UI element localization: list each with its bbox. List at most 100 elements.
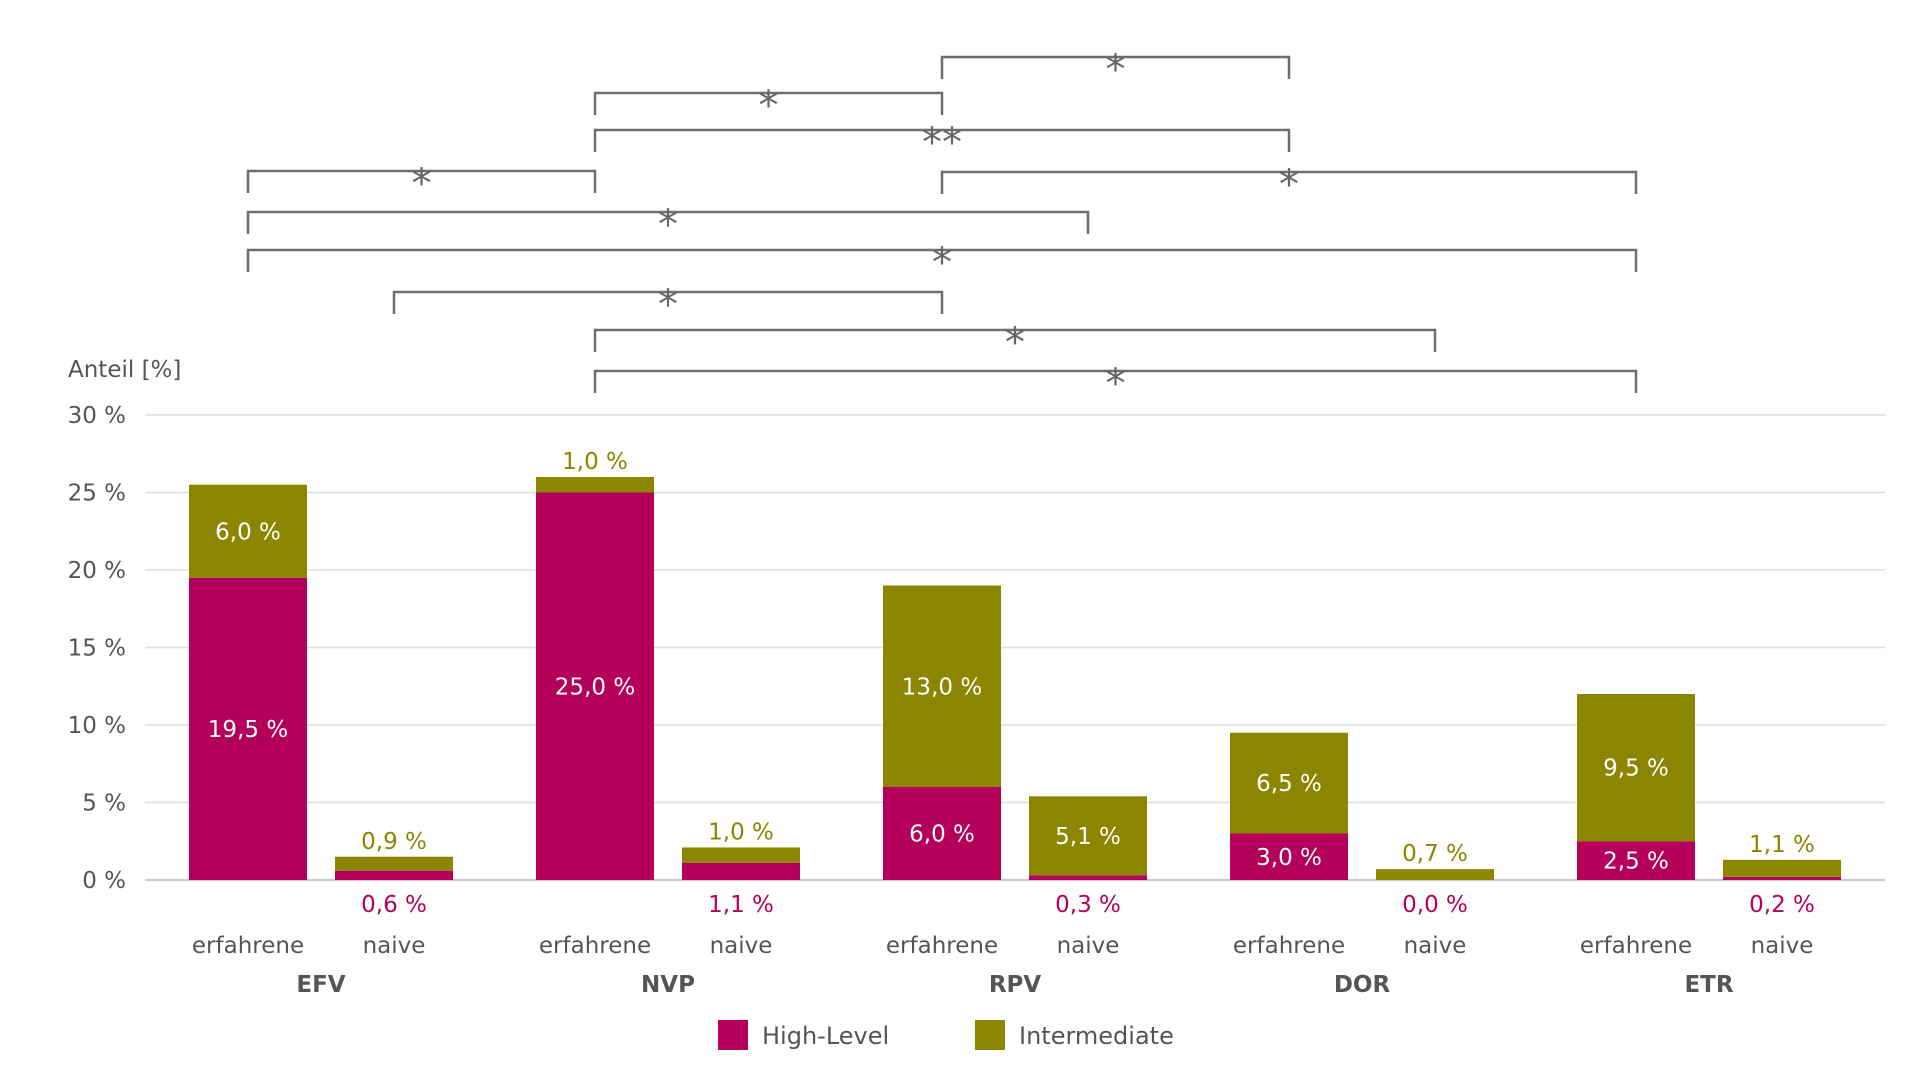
x-tick-label: naive — [1404, 933, 1467, 959]
bar-intermediate — [1029, 796, 1147, 876]
data-label-intermediate: 13,0 % — [902, 674, 982, 700]
y-tick-label: 15 % — [68, 636, 126, 662]
bracket-line — [593, 128, 1291, 152]
bar-stack: 3,0 % 6,5 % — [1230, 732, 1348, 880]
significance-label: * — [1005, 320, 1025, 366]
bar-stack: 0,0 % 0,7 % — [1376, 841, 1494, 918]
significance-bracket: * — [246, 161, 597, 207]
bars: 19,5 % 6,0 % 0,6 % 0,9 % 25,0 % 1,0 % 1,1 % 1,0… — [189, 449, 1841, 918]
bar-high-level — [1230, 833, 1348, 880]
significance-bracket: ** — [593, 120, 1291, 166]
significance-brackets: ***** ****** — [246, 47, 1638, 407]
x-tick-label: erfahrene — [886, 933, 998, 959]
group-label: ETR — [1684, 972, 1733, 998]
y-tick-label: 20 % — [68, 558, 126, 584]
bar-intermediate — [335, 856, 453, 871]
significance-bracket: * — [392, 282, 944, 328]
significance-bracket: * — [940, 162, 1638, 208]
x-axis-labels: erfahrene naive erfahrene naive erfahrene nai… — [192, 933, 1814, 998]
y-axis-label: Anteil [%] — [68, 357, 181, 383]
x-tick-label: naive — [710, 933, 773, 959]
significance-bracket: * — [593, 361, 1638, 407]
bar-high-level — [536, 492, 654, 880]
significance-label: * — [658, 202, 678, 248]
data-label-high-level: 0,6 % — [361, 892, 427, 918]
bracket-line — [246, 169, 597, 193]
bar-stack: 2,5 % 9,5 % — [1577, 694, 1695, 880]
significance-label: * — [1279, 162, 1299, 208]
data-label-intermediate: 6,0 % — [215, 519, 281, 545]
bar-intermediate — [536, 477, 654, 493]
legend-label: High-Level — [762, 1022, 889, 1050]
group-label: DOR — [1334, 972, 1391, 998]
x-tick-label: naive — [363, 933, 426, 959]
y-tick-label: 25 % — [68, 481, 126, 507]
data-label-high-level: 1,1 % — [708, 892, 774, 918]
bar-intermediate — [883, 585, 1001, 787]
significance-bracket: * — [593, 83, 944, 129]
bar-high-level — [883, 787, 1001, 880]
bar-stack: 6,0 % 13,0 % — [883, 585, 1001, 880]
bracket-line — [392, 290, 944, 314]
bar-high-level — [1577, 841, 1695, 880]
bar-high-level — [682, 862, 800, 880]
data-label-high-level: 2,5 % — [1603, 849, 1669, 875]
data-label-intermediate: 1,0 % — [562, 449, 628, 475]
y-tick-label: 30 % — [68, 403, 126, 429]
significance-label: * — [1106, 361, 1126, 407]
bar-intermediate — [189, 484, 307, 578]
bar-intermediate — [682, 847, 800, 863]
bar-high-level — [335, 870, 453, 880]
data-label-intermediate: 1,0 % — [708, 819, 774, 845]
x-tick-label: erfahrene — [539, 933, 651, 959]
significance-bracket: * — [246, 240, 1638, 286]
y-tick-label: 10 % — [68, 713, 126, 739]
significance-bracket: * — [593, 320, 1437, 366]
significance-label: ** — [922, 120, 962, 166]
data-label-high-level: 0,2 % — [1749, 892, 1815, 918]
bar-intermediate — [1230, 732, 1348, 834]
legend-swatch — [718, 1020, 748, 1050]
legend-label: Intermediate — [1019, 1022, 1174, 1050]
legend: High-Level Intermediate — [718, 1020, 1174, 1050]
data-label-high-level: 0,3 % — [1055, 892, 1121, 918]
bar-high-level — [1029, 875, 1147, 880]
bracket-line — [593, 369, 1638, 393]
bracket-line — [246, 210, 1090, 234]
group-label: EFV — [296, 972, 345, 998]
bar-stack: 25,0 % 1,0 % — [536, 449, 654, 880]
data-label-high-level: 6,0 % — [909, 822, 975, 848]
data-label-intermediate: 5,1 % — [1055, 824, 1121, 850]
significance-label: * — [658, 282, 678, 328]
significance-label: * — [412, 161, 432, 207]
bar-intermediate — [1723, 859, 1841, 877]
x-tick-label: naive — [1057, 933, 1120, 959]
bar-stack: 1,1 % 1,0 % — [682, 819, 800, 918]
group-label: RPV — [989, 972, 1042, 998]
significance-bracket: * — [940, 47, 1291, 93]
x-tick-label: erfahrene — [1580, 933, 1692, 959]
data-label-intermediate: 9,5 % — [1603, 756, 1669, 782]
y-axis: 0 % 5 % 10 % 15 % 20 % 25 % 30 % — [68, 403, 126, 894]
data-label-intermediate: 0,7 % — [1402, 841, 1468, 867]
bar-stack: 19,5 % 6,0 % — [189, 484, 307, 880]
data-label-intermediate: 6,5 % — [1256, 771, 1322, 797]
significance-label: * — [759, 83, 779, 129]
bar-intermediate — [1376, 869, 1494, 880]
bracket-line — [593, 91, 944, 115]
y-tick-label: 0 % — [82, 868, 126, 894]
significance-label: * — [1106, 47, 1126, 93]
data-label-high-level: 0,0 % — [1402, 892, 1468, 918]
data-label-high-level: 3,0 % — [1256, 845, 1322, 871]
x-tick-label: naive — [1751, 933, 1814, 959]
data-label-high-level: 25,0 % — [555, 674, 635, 700]
legend-item: High-Level — [718, 1020, 889, 1050]
bracket-line — [940, 55, 1291, 79]
bar-high-level — [189, 577, 307, 880]
bracket-line — [246, 248, 1638, 272]
bar-intermediate — [1577, 694, 1695, 842]
bar-stack: 0,2 % 1,1 % — [1723, 832, 1841, 918]
significance-bracket: * — [246, 202, 1090, 248]
x-tick-label: erfahrene — [1233, 933, 1345, 959]
